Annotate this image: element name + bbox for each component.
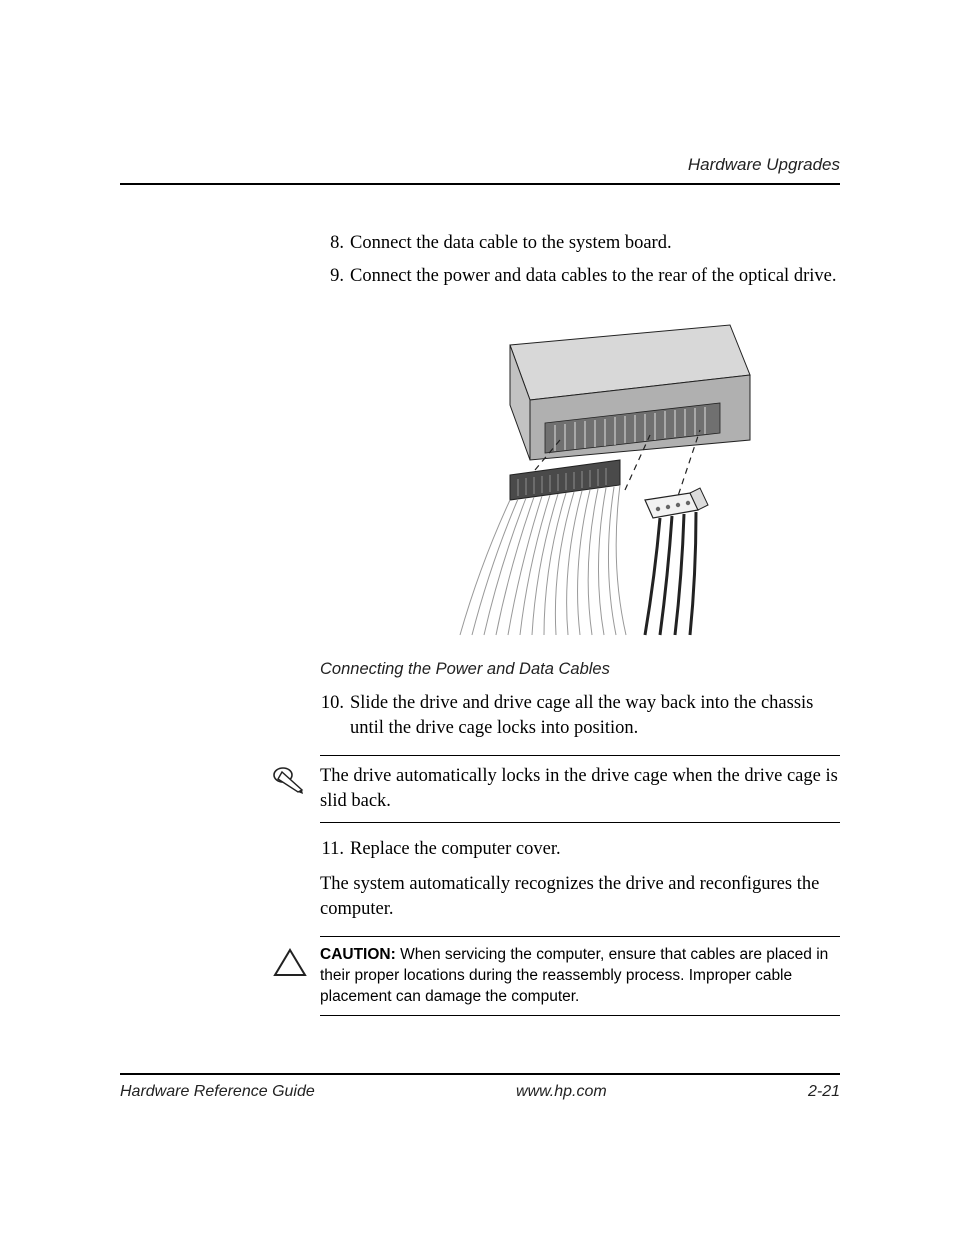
note-text: The drive automatically locks in the dri… xyxy=(320,764,840,814)
step-number: 10. xyxy=(320,691,350,741)
footer-row: Hardware Reference Guide www.hp.com 2-21 xyxy=(120,1083,840,1101)
step-text: Slide the drive and drive cage all the w… xyxy=(350,691,840,741)
figure: Connecting the Power and Data Cables xyxy=(320,305,840,679)
caution-body-text: When servicing the computer, ensure that… xyxy=(320,946,828,1005)
caution-block: CAUTION: When servicing the computer, en… xyxy=(272,936,840,1017)
pencil-icon xyxy=(272,766,306,796)
power-wires xyxy=(645,512,696,635)
caution-heading: CAUTION: xyxy=(320,946,396,963)
footer-right: 2-21 xyxy=(808,1083,840,1101)
step-number: 11. xyxy=(320,837,350,862)
footer-rule xyxy=(120,1073,840,1075)
power-pin xyxy=(676,503,680,507)
caution-rule-bottom xyxy=(320,1015,840,1016)
body-column: 8. Connect the data cable to the system … xyxy=(120,185,840,1016)
page-footer: Hardware Reference Guide www.hp.com 2-21 xyxy=(120,1073,840,1101)
power-pin xyxy=(656,507,660,511)
caution-icon xyxy=(272,945,320,1008)
note-block: The drive automatically locks in the dri… xyxy=(272,755,840,823)
caution-body: CAUTION: When servicing the computer, en… xyxy=(272,937,840,1016)
note-rule-bottom xyxy=(320,822,840,823)
paragraph: The system automatically recognizes the … xyxy=(320,872,840,922)
caution-triangle-icon xyxy=(272,947,308,979)
footer-left: Hardware Reference Guide xyxy=(120,1083,315,1101)
step-number: 9. xyxy=(320,264,350,289)
footer-center: www.hp.com xyxy=(516,1083,607,1101)
ribbon-connector xyxy=(510,460,620,500)
step-text: Connect the data cable to the system boa… xyxy=(350,231,840,256)
caution-text: CAUTION: When servicing the computer, en… xyxy=(320,945,840,1008)
ribbon-cable xyxy=(460,485,626,635)
step-8: 8. Connect the data cable to the system … xyxy=(320,231,840,256)
step-9: 9. Connect the power and data cables to … xyxy=(320,264,840,289)
step-text: Replace the computer cover. xyxy=(350,837,840,862)
note-body: The drive automatically locks in the dri… xyxy=(272,756,840,822)
note-icon xyxy=(272,764,320,814)
step-11: 11. Replace the computer cover. xyxy=(320,837,840,862)
power-pin xyxy=(666,505,670,509)
section-header: Hardware Upgrades xyxy=(120,155,840,183)
figure-svg xyxy=(390,305,770,645)
step-number: 8. xyxy=(320,231,350,256)
step-10: 10. Slide the drive and drive cage all t… xyxy=(320,691,840,741)
step-text: Connect the power and data cables to the… xyxy=(350,264,840,289)
power-pin xyxy=(686,501,690,505)
power-connector xyxy=(645,493,698,518)
figure-caption: Connecting the Power and Data Cables xyxy=(320,660,840,679)
page-content-area: Hardware Upgrades 8. Connect the data ca… xyxy=(120,155,840,1030)
